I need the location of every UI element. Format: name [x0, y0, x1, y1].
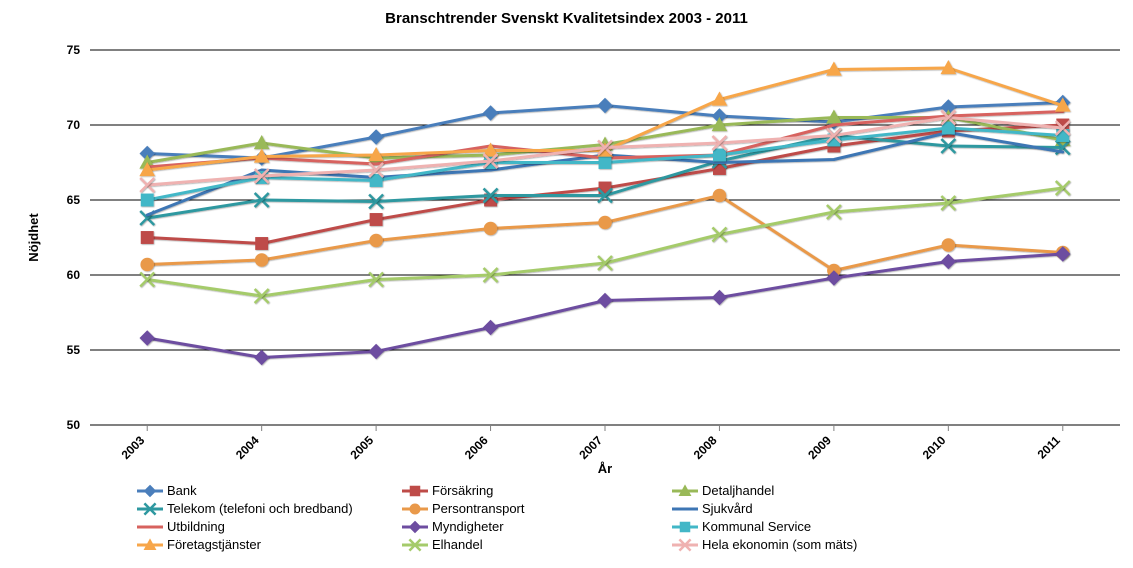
legend-item: Kommunal Service [672, 519, 811, 534]
legend-item: Persontransport [402, 501, 525, 516]
chart-title: Branschtrender Svenskt Kvalitetsindex 20… [385, 10, 748, 27]
x-tick-label: 2007 [576, 433, 605, 462]
legend-label: Försäkring [432, 483, 493, 498]
series-group [140, 61, 1070, 365]
chart-container: Branschtrender Svenskt Kvalitetsindex 20… [0, 0, 1133, 568]
x-tick-label: 2005 [347, 433, 376, 462]
legend-label: Sjukvård [702, 501, 753, 516]
y-tick-label: 55 [67, 343, 81, 357]
x-tick-label: 2006 [462, 433, 491, 462]
legend-label: Detaljhandel [702, 483, 774, 498]
legend-item: Sjukvård [672, 501, 753, 516]
legend-label: Bank [167, 483, 197, 498]
y-tick-label: 65 [67, 193, 81, 207]
legend-label: Utbildning [167, 519, 225, 534]
legend-item: Hela ekonomin (som mäts) [672, 537, 857, 552]
legend-item: Företagstjänster [137, 537, 262, 552]
legend-label: Myndigheter [432, 519, 504, 534]
y-tick-label: 75 [67, 43, 81, 57]
y-tick-label: 60 [67, 268, 81, 282]
x-tick-label: 2003 [119, 433, 148, 462]
y-tick-label: 70 [67, 118, 81, 132]
legend-item: Telekom (telefoni och bredband) [137, 501, 353, 516]
legend-item: Utbildning [137, 519, 225, 534]
x-axis-label: År [598, 461, 612, 476]
x-tick-label: 2011 [1035, 433, 1064, 462]
x-tick-label: 2004 [233, 433, 262, 462]
legend-label: Telekom (telefoni och bredband) [167, 501, 353, 516]
legend-item: Myndigheter [402, 519, 504, 534]
legend-label: Kommunal Service [702, 519, 811, 534]
legend-item: Försäkring [402, 483, 493, 498]
x-tick-label: 2010 [920, 433, 949, 462]
y-axis-label: Nöjdhet [26, 213, 41, 262]
legend-item: Bank [137, 483, 197, 498]
x-tick-label: 2008 [691, 433, 720, 462]
x-tick-label: 2009 [805, 433, 834, 462]
legend-item: Detaljhandel [672, 483, 774, 498]
legend-label: Hela ekonomin (som mäts) [702, 537, 857, 552]
legend-item: Elhandel [402, 537, 483, 552]
legend-label: Elhandel [432, 537, 483, 552]
legend-label: Persontransport [432, 501, 525, 516]
y-tick-label: 50 [67, 418, 81, 432]
legend-label: Företagstjänster [167, 537, 262, 552]
line-chart: Branschtrender Svenskt Kvalitetsindex 20… [0, 0, 1133, 568]
